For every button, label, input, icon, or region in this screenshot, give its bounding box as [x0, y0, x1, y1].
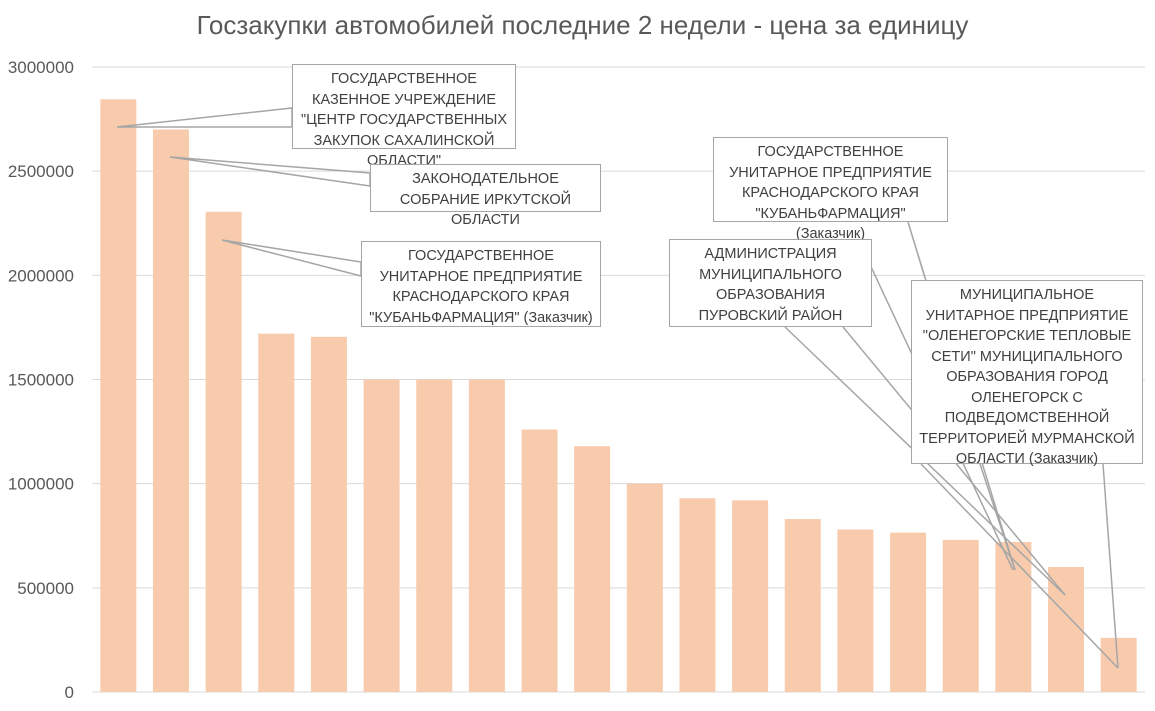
bar	[1048, 567, 1085, 692]
leader-olenegorsk-b	[920, 463, 1119, 669]
y-tick-label: 1500000	[8, 371, 74, 390]
leader-olenegorsk-a	[1102, 463, 1119, 669]
y-tick-label: 500000	[17, 579, 74, 598]
y-tick-label: 0	[65, 683, 74, 702]
callout-olenegorsk: МУНИЦИПАЛЬНОЕ УНИТАРНОЕ ПРЕДПРИЯТИЕ "ОЛЕ…	[911, 280, 1143, 467]
bar	[942, 539, 979, 692]
callout-purovsky: АДМИНИСТРАЦИЯ МУНИЦИПАЛЬНОГО ОБРАЗОВАНИЯ…	[669, 239, 872, 327]
bar	[258, 333, 295, 692]
bars	[100, 99, 1137, 692]
leader-olenegorsk-c	[979, 463, 1016, 571]
callout-kubanfarmacia-2: ГОСУДАРСТВЕННОЕ УНИТАРНОЕ ПРЕДПРИЯТИЕ КР…	[713, 137, 948, 242]
bar	[521, 429, 558, 692]
chart-title: Госзакупки автомобилей последние 2 недел…	[196, 10, 969, 40]
bar	[416, 379, 453, 692]
leader-sakhalin	[116, 107, 293, 128]
y-tick-label: 2000000	[8, 266, 74, 285]
bar	[1100, 637, 1137, 692]
y-tick-label: 2500000	[8, 162, 74, 181]
bar	[205, 211, 242, 692]
bar	[468, 379, 505, 692]
callout-irkutsk: ЗАКОНОДАТЕЛЬНОЕ СОБРАНИЕ ИРКУТСКОЙ ОБЛАС…	[370, 164, 601, 228]
bar	[310, 336, 347, 692]
y-tick-label: 1000000	[8, 475, 74, 494]
bar	[100, 99, 137, 692]
bar	[732, 500, 769, 692]
callout-kubanfarmacia-1: ГОСУДАРСТВЕННОЕ УНИТАРНОЕ ПРЕДПРИЯТИЕ КР…	[361, 241, 601, 327]
bar	[152, 129, 189, 692]
bar	[363, 379, 400, 692]
y-tick-label: 3000000	[8, 58, 74, 77]
leader-kubanfarmacia-1	[221, 239, 362, 277]
bar	[837, 529, 874, 692]
bar	[574, 446, 611, 692]
bar	[890, 532, 927, 692]
bar	[626, 483, 663, 692]
bar	[784, 519, 821, 692]
bar	[679, 498, 716, 692]
callout-sakhalin: ГОСУДАРСТВЕННОЕ КАЗЕННОЕ УЧРЕЖДЕНИЕ "ЦЕН…	[292, 64, 516, 169]
y-axis-ticks: 0 500000 1000000 1500000 2000000 2500000 30000…	[8, 58, 74, 702]
